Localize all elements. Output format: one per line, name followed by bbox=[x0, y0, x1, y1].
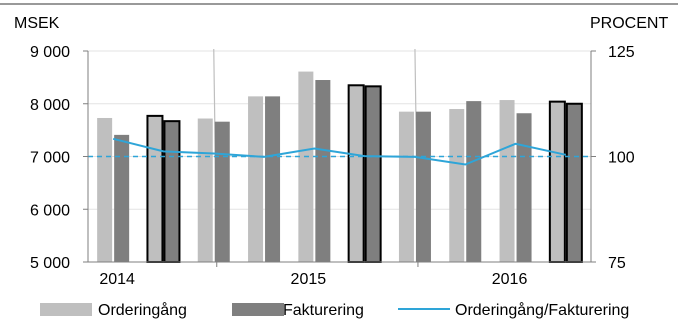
year-label: 2014 bbox=[99, 271, 135, 288]
bar-orderingang bbox=[298, 71, 314, 262]
left-tick-label: 6 000 bbox=[30, 202, 70, 219]
right-tick-label: 75 bbox=[608, 255, 626, 272]
bar-fakturering bbox=[315, 80, 331, 262]
bar-orderingang bbox=[548, 100, 566, 263]
bar-orderingang bbox=[197, 118, 213, 263]
right-tick-label: 100 bbox=[608, 150, 635, 167]
left-tick-label: 7 000 bbox=[30, 150, 70, 167]
bar-orderingang bbox=[146, 114, 164, 263]
legend-label: Fakturering bbox=[283, 302, 364, 319]
bar-orderingang bbox=[499, 100, 515, 263]
right-tick-label: 125 bbox=[608, 44, 635, 61]
bar-fakturering bbox=[466, 101, 482, 262]
bar-orderingang bbox=[248, 96, 264, 263]
bar-fakturering bbox=[163, 120, 181, 263]
bar-orderingang bbox=[398, 111, 414, 262]
right-tick-labels: 125 100 75 bbox=[608, 44, 635, 272]
bar-orderingang bbox=[347, 84, 365, 263]
legend: Orderingång Fakturering Orderingång/Faktur… bbox=[40, 301, 629, 319]
left-tick-label: 8 000 bbox=[30, 97, 70, 114]
bar-orderingang bbox=[97, 117, 113, 263]
bars bbox=[97, 71, 583, 263]
bar-fakturering bbox=[516, 113, 532, 263]
left-tick-label: 9 000 bbox=[30, 44, 70, 61]
bar-fakturering bbox=[214, 121, 230, 262]
bar-orderingang bbox=[449, 109, 465, 263]
year-label: 2016 bbox=[492, 271, 528, 288]
left-axis-unit: MSEK bbox=[14, 15, 60, 32]
left-tick-labels: 9 000 8 000 7 000 6 000 5 000 bbox=[30, 44, 70, 272]
ratio-line-group bbox=[112, 137, 567, 166]
bar-fakturering bbox=[565, 102, 583, 263]
legend-label: Orderingång bbox=[98, 301, 187, 319]
legend-swatch bbox=[40, 303, 92, 316]
left-tick-label: 5 000 bbox=[30, 255, 70, 272]
bar-fakturering bbox=[114, 134, 130, 262]
bar-fakturering bbox=[265, 96, 281, 263]
year-label: 2015 bbox=[291, 271, 327, 288]
ratio-line bbox=[112, 137, 567, 166]
bar-fakturering bbox=[364, 85, 382, 263]
axes bbox=[83, 50, 596, 267]
legend-swatch bbox=[232, 303, 284, 316]
year-labels: 2014 2015 2016 bbox=[99, 271, 527, 288]
legend-label: Orderingång/Fakturering bbox=[455, 301, 629, 319]
right-axis-unit: PROCENT bbox=[590, 15, 668, 32]
bar-fakturering bbox=[415, 111, 431, 262]
